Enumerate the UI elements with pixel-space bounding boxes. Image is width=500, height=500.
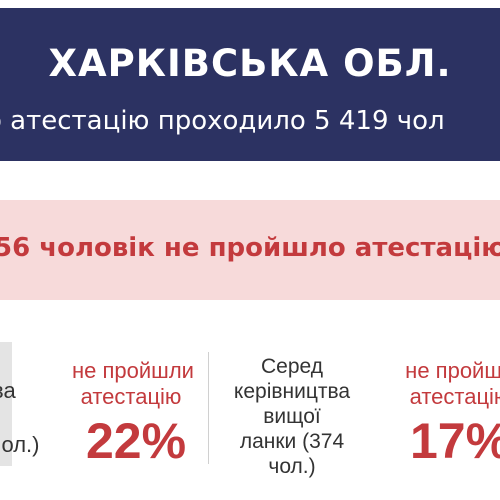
failed-label-2-line1: не пройшл (405, 358, 500, 383)
header-band: ХАРКІВСЬКА ОБЛ. о атестацію проходило 5 … (0, 8, 500, 161)
failed-label-2-line2: атестацію (409, 384, 500, 409)
failed-label-1: не пройшли атестацію (72, 358, 194, 410)
left-stat-card-fragment (0, 342, 12, 466)
failed-banner: 56 чоловік не пройшло атестацію (0, 200, 500, 300)
region-title: ХАРКІВСЬКА ОБЛ. (48, 42, 452, 85)
management-line2: керівництва (233, 380, 351, 403)
left-stat-text-line1: ва (0, 378, 16, 403)
failed-percent-1: 22% (86, 413, 187, 469)
failed-percent-2: 17% (410, 413, 500, 469)
left-stat-text-line2: чол.) (0, 432, 40, 457)
management-description: Серед керівництва вищої ланки (374 чол.) (222, 354, 362, 479)
failed-count-text: 56 чоловік не пройшло атестацію (0, 233, 500, 263)
failed-label-2: не пройшл атестацію (400, 358, 500, 410)
management-line1: Серед (261, 355, 323, 378)
management-line4: ланки (374 чол.) (239, 430, 345, 478)
failed-label-1-line2: атестацію (80, 384, 182, 409)
management-line3: вищої (263, 405, 321, 428)
stats-divider (208, 352, 209, 464)
stats-panel (0, 325, 500, 500)
failed-label-1-line1: не пройшли (72, 358, 194, 383)
total-attested-text: о атестацію проходило 5 419 чол (0, 106, 445, 136)
